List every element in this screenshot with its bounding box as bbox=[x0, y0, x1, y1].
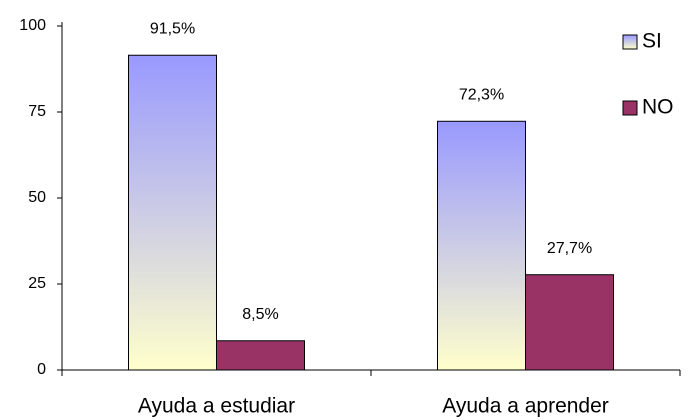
legend-label: SI bbox=[642, 30, 662, 53]
value-label: 91,5% bbox=[150, 20, 195, 37]
bar bbox=[525, 274, 614, 371]
legend-swatch bbox=[622, 100, 638, 116]
bar bbox=[216, 340, 305, 371]
y-tick-label: 25 bbox=[28, 275, 46, 292]
value-label: 8,5% bbox=[242, 306, 278, 323]
value-label: 72,3% bbox=[459, 87, 504, 104]
y-tick-label: 0 bbox=[37, 361, 46, 378]
y-tick-label: 50 bbox=[28, 189, 46, 206]
legend-swatch bbox=[622, 34, 638, 50]
bar bbox=[437, 120, 526, 371]
value-label: 27,7% bbox=[547, 240, 592, 257]
x-tick-label: Ayuda a estudiar bbox=[138, 395, 295, 418]
x-tick-label: Ayuda a aprender bbox=[442, 395, 609, 418]
y-tick-label: 75 bbox=[28, 103, 46, 120]
y-tick-label: 100 bbox=[19, 17, 46, 34]
bar bbox=[128, 54, 217, 371]
legend-label: NO bbox=[642, 96, 674, 119]
